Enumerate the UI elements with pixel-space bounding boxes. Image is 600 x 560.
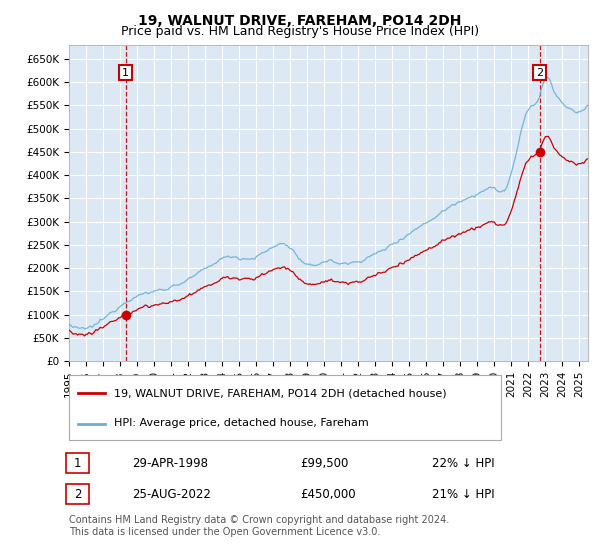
Text: 2: 2 (74, 488, 81, 501)
Text: 29-APR-1998: 29-APR-1998 (132, 457, 208, 470)
Text: Price paid vs. HM Land Registry's House Price Index (HPI): Price paid vs. HM Land Registry's House … (121, 25, 479, 38)
Text: 19, WALNUT DRIVE, FAREHAM, PO14 2DH: 19, WALNUT DRIVE, FAREHAM, PO14 2DH (139, 14, 461, 28)
Text: 22% ↓ HPI: 22% ↓ HPI (432, 457, 494, 470)
Text: 1: 1 (122, 68, 129, 78)
Text: 1: 1 (74, 457, 81, 470)
Text: 25-AUG-2022: 25-AUG-2022 (132, 488, 211, 501)
Text: 19, WALNUT DRIVE, FAREHAM, PO14 2DH (detached house): 19, WALNUT DRIVE, FAREHAM, PO14 2DH (det… (114, 388, 446, 398)
Text: HPI: Average price, detached house, Fareham: HPI: Average price, detached house, Fare… (114, 418, 369, 428)
Text: 2: 2 (536, 68, 543, 78)
Text: Contains HM Land Registry data © Crown copyright and database right 2024.
This d: Contains HM Land Registry data © Crown c… (69, 515, 449, 537)
Text: £99,500: £99,500 (300, 457, 349, 470)
Text: 21% ↓ HPI: 21% ↓ HPI (432, 488, 494, 501)
Text: £450,000: £450,000 (300, 488, 356, 501)
